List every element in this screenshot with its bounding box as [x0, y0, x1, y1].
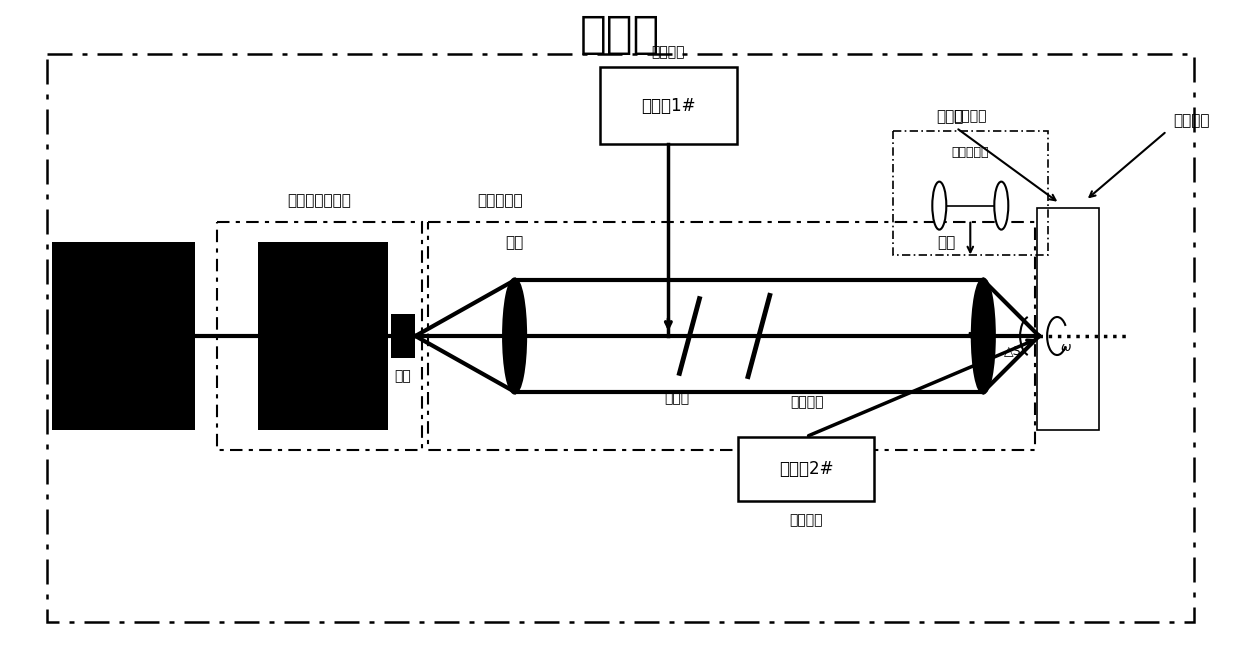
Text: 双胶合透镜: 双胶合透镜: [951, 146, 990, 159]
Text: 光纤: 光纤: [394, 370, 412, 384]
Text: 透镜: 透镜: [506, 235, 523, 250]
Bar: [217, 222, 422, 450]
Text: △S: △S: [1003, 344, 1021, 357]
Text: 内分光光路系统: 内分光光路系统: [288, 194, 351, 208]
Bar: [1037, 208, 1099, 430]
Text: 滤光片: 滤光片: [665, 391, 689, 405]
Text: 激光光源: 激光光源: [789, 513, 823, 527]
Bar: [600, 67, 737, 144]
Ellipse shape: [972, 279, 994, 393]
Text: 会聚系统: 会聚系统: [954, 109, 987, 123]
Ellipse shape: [932, 181, 946, 230]
Text: 激光光源: 激光光源: [651, 45, 686, 59]
Bar: [893, 131, 1048, 255]
Text: 单片机: 单片机: [580, 13, 660, 56]
Bar: [391, 314, 415, 358]
Text: 外光路系统: 外光路系统: [477, 194, 523, 208]
Text: 包装物: 包装物: [936, 110, 963, 124]
Text: 二向色镜: 二向色镜: [790, 395, 823, 409]
Bar: [738, 437, 874, 501]
Text: 激光器2#: 激光器2#: [779, 460, 833, 478]
Bar: [47, 54, 1194, 622]
Text: ω: ω: [1061, 341, 1071, 354]
Text: 透镜: 透镜: [937, 235, 955, 250]
Bar: [52, 242, 195, 430]
Bar: [428, 222, 1035, 450]
Bar: [258, 242, 388, 430]
Text: 激光器1#: 激光器1#: [641, 97, 696, 115]
Text: 被测物体: 被测物体: [1173, 113, 1210, 128]
Ellipse shape: [994, 181, 1008, 230]
Ellipse shape: [503, 279, 526, 393]
